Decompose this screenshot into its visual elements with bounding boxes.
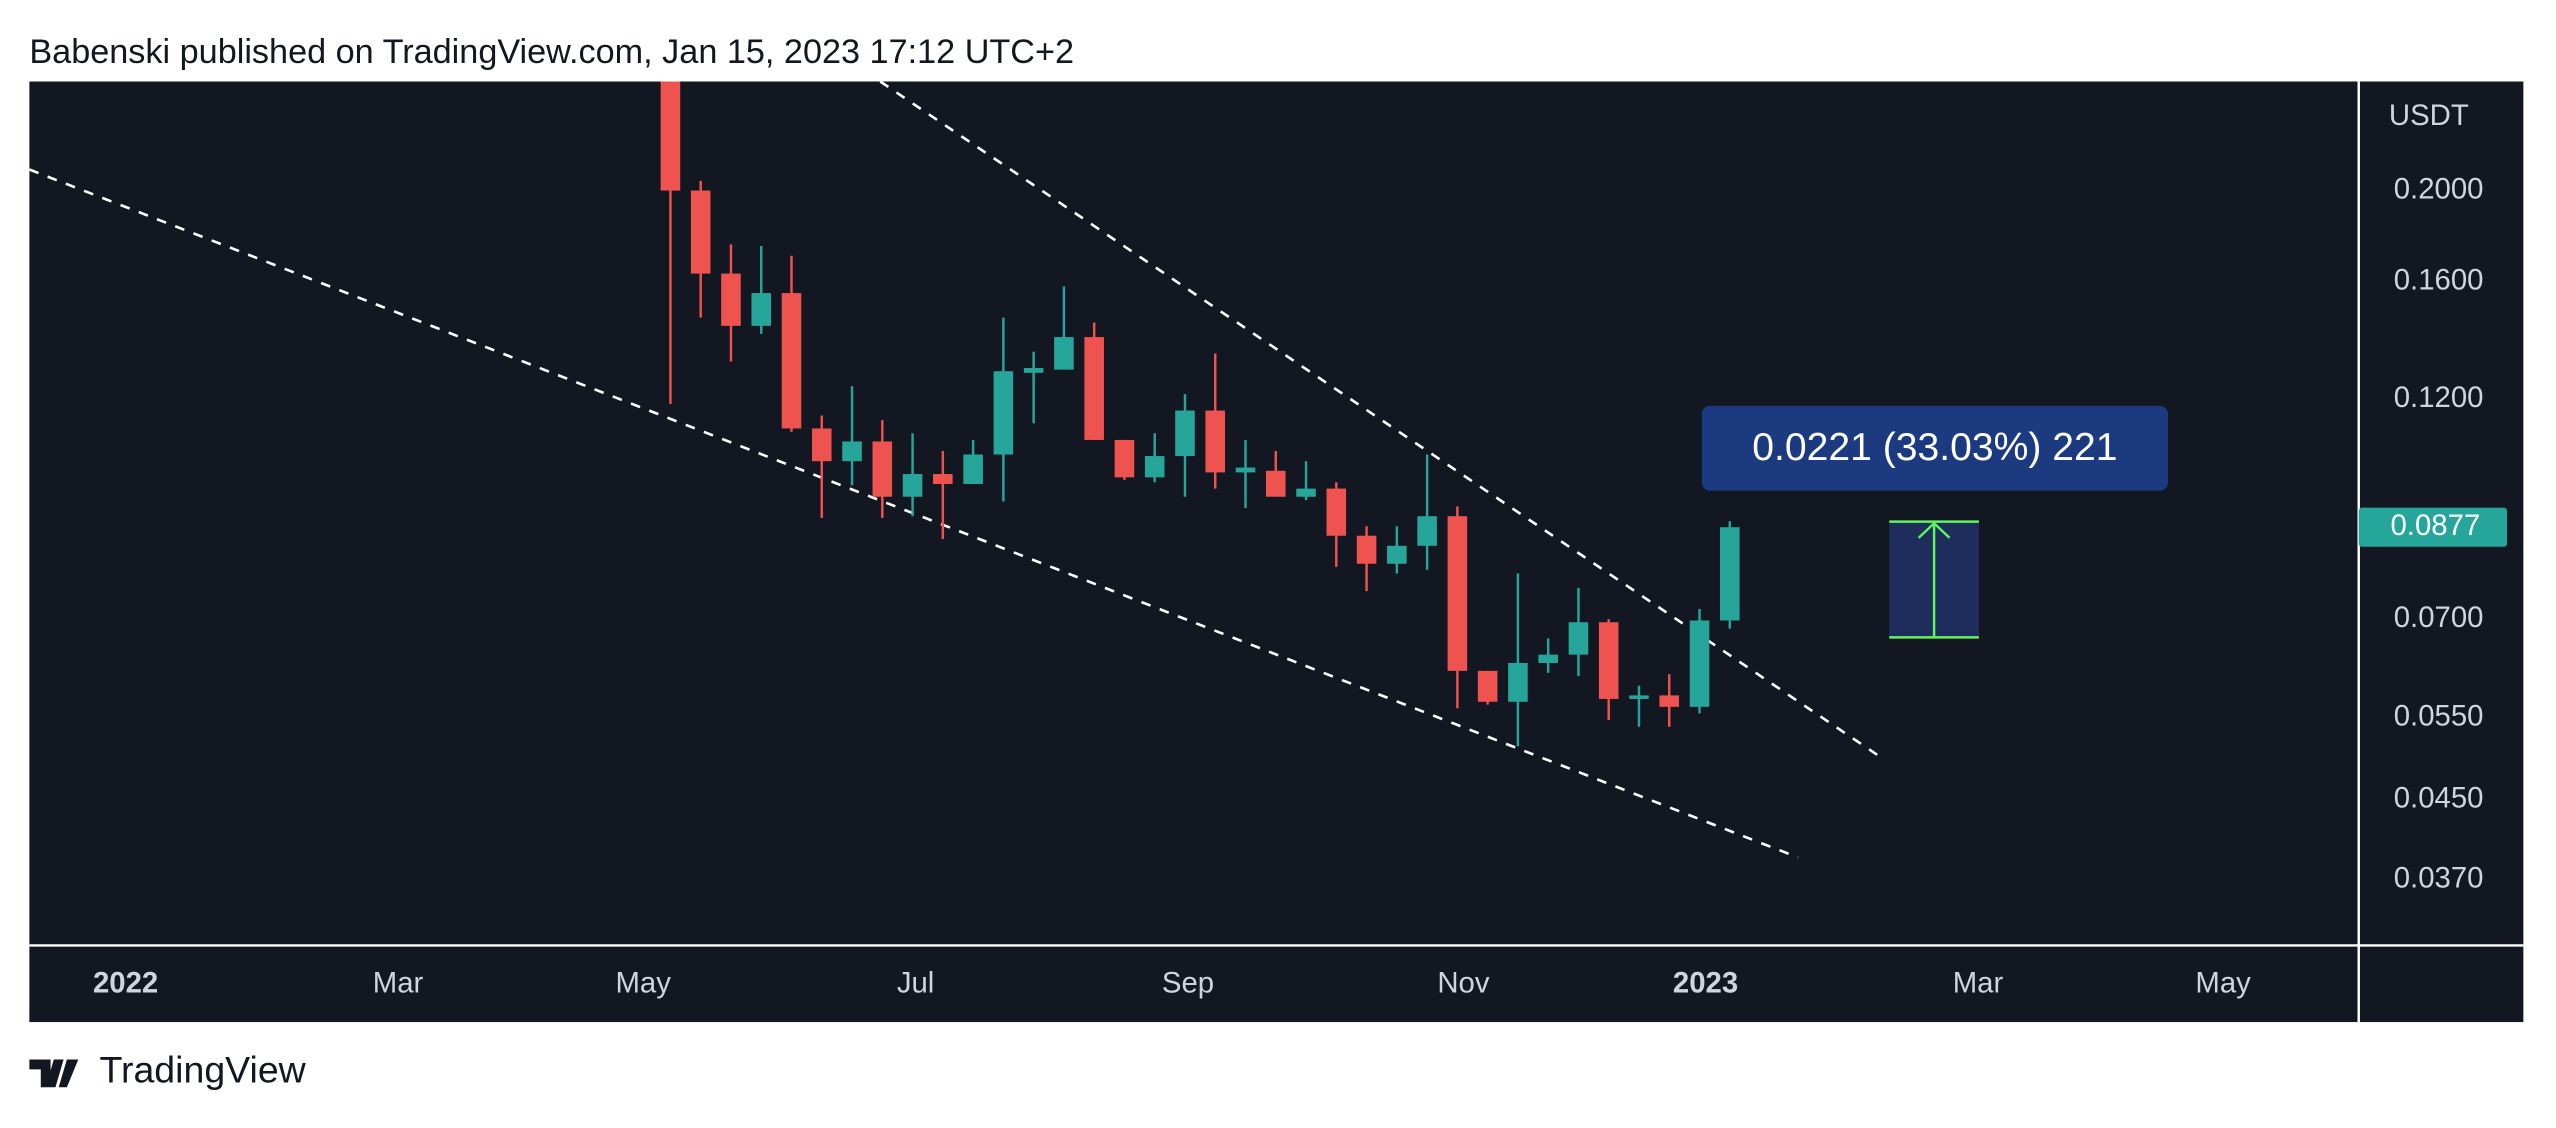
trend-line <box>29 168 1799 859</box>
candle-body <box>1659 695 1680 707</box>
x-tick-label: Mar <box>373 966 424 999</box>
candle-body <box>1144 456 1165 478</box>
candle-body <box>842 441 862 462</box>
trend-line <box>879 81 1881 758</box>
candle-body <box>1296 488 1316 497</box>
chart-background <box>29 81 2524 1023</box>
y-tick-label: 0.2000 <box>2394 172 2484 205</box>
candle-body <box>1538 654 1558 663</box>
measure-arrow-head <box>1917 521 1951 539</box>
candle-body <box>1568 622 1589 655</box>
candle-body <box>963 454 983 484</box>
x-tick-label: Nov <box>1437 966 1489 999</box>
candle-body <box>1719 527 1740 621</box>
candle-body <box>1265 470 1286 497</box>
x-tick-label: Mar <box>1953 966 2004 999</box>
candle-body <box>1114 439 1135 478</box>
y-tick-label: 0.0370 <box>2394 861 2484 894</box>
candle-body <box>1477 670 1498 702</box>
x-tick-label: 2023 <box>1673 966 1738 999</box>
x-tick-label: 2022 <box>93 966 158 999</box>
x-tick-label: May <box>2195 966 2251 999</box>
y-unit: USDT <box>2389 99 2469 132</box>
header: Babenski published on TradingView.com, J… <box>29 33 1074 71</box>
candle-body <box>781 293 802 429</box>
candle-body <box>1054 337 1074 370</box>
last-price-tag <box>2358 507 2508 547</box>
measure-label: 0.0221 (33.03%) 221 <box>1752 426 2117 469</box>
logo-mark <box>29 1059 79 1088</box>
candle-body <box>1447 516 1468 671</box>
plot-area <box>29 81 1881 859</box>
x-tick-label: Jul <box>897 966 935 999</box>
candle-body <box>1356 535 1377 564</box>
candle-body <box>993 371 1014 455</box>
candle-body <box>1689 620 1710 707</box>
y-tick-label: 0.0550 <box>2394 700 2484 733</box>
candle-body <box>811 428 832 462</box>
y-tick-label: 0.0450 <box>2394 782 2484 815</box>
candle-body <box>1235 467 1256 473</box>
candle-body <box>1023 368 1044 373</box>
candle-body <box>1084 337 1104 440</box>
y-tick-label: 0.1200 <box>2394 381 2484 414</box>
x-tick-label: May <box>615 966 671 999</box>
candle-body <box>1387 545 1407 564</box>
last-price-label: 0.0877 <box>2390 509 2480 542</box>
candle-body <box>1205 410 1226 473</box>
footer: TradingView <box>99 1048 306 1090</box>
candle-body <box>660 81 681 191</box>
y-tick-label: 0.0700 <box>2394 601 2484 634</box>
x-tick-label: Sep <box>1162 966 1214 999</box>
candle-body <box>872 441 893 497</box>
candle-body <box>902 474 923 497</box>
candle-body <box>1508 662 1528 702</box>
footer-logo: TradingView <box>29 1048 307 1090</box>
y-tick-label: 0.1600 <box>2394 263 2484 296</box>
candle-body <box>1629 695 1649 699</box>
candle-body <box>1175 410 1195 457</box>
candle-body <box>690 190 711 274</box>
candle-body <box>721 273 741 326</box>
candle-body <box>1417 516 1437 546</box>
candle-body <box>751 293 772 326</box>
candle-body <box>1598 622 1619 699</box>
candle-body <box>1326 488 1347 536</box>
measure-label-box <box>1701 405 2169 491</box>
candle-body <box>933 474 953 484</box>
